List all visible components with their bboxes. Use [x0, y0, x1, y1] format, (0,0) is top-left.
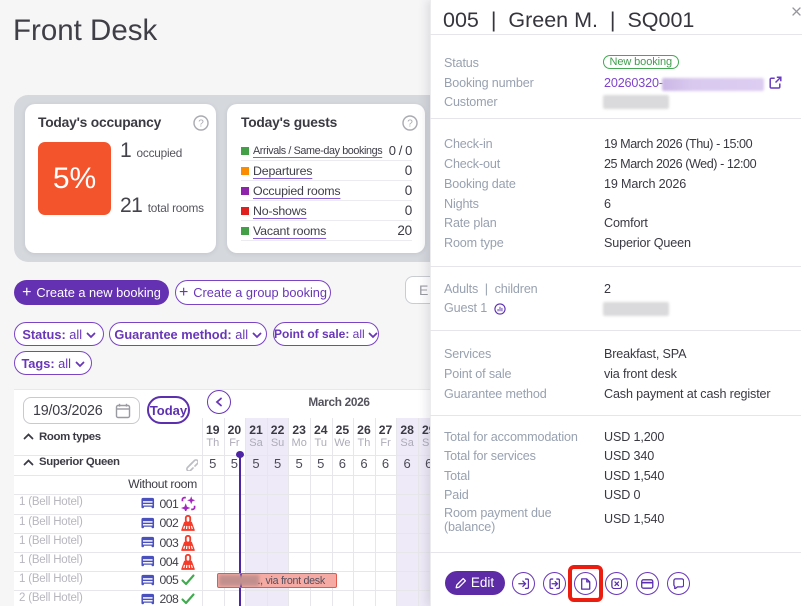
svg-text:?: ? — [407, 119, 413, 130]
svg-text:?: ? — [198, 119, 204, 130]
